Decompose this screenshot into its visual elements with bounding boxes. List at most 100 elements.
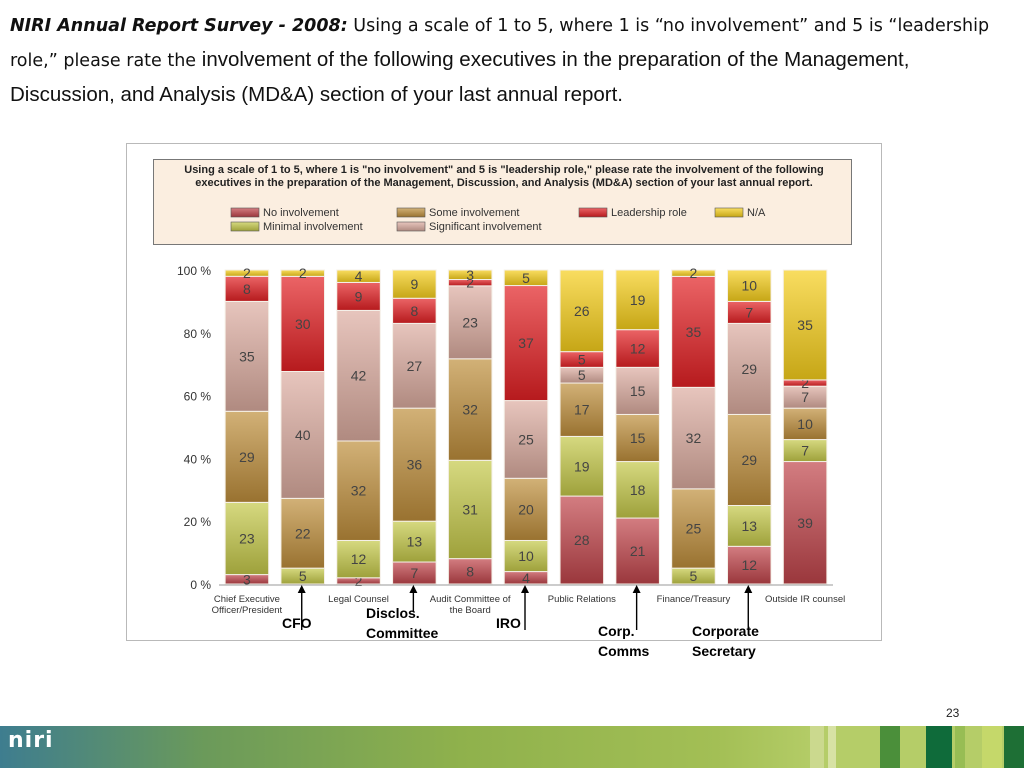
data-label: 12 [741, 557, 757, 573]
bar-segment [336, 440, 381, 541]
data-label: 29 [741, 452, 757, 468]
data-label: 32 [351, 483, 367, 499]
y-tick-label: 100 % [177, 264, 211, 278]
y-tick-label: 20 % [184, 515, 212, 529]
data-label: 10 [518, 548, 534, 564]
bar-segment [336, 269, 381, 283]
data-label: 3 [466, 267, 474, 283]
callout-label: Disclos. Committee [366, 605, 439, 641]
y-tick-label: 0 % [190, 578, 211, 592]
bar-segment [559, 269, 605, 353]
data-label: 5 [578, 351, 586, 367]
legend-label: Leadership role [611, 207, 687, 219]
data-label: 4 [355, 268, 363, 284]
bar-segment [615, 517, 660, 585]
bar-segment [280, 370, 325, 499]
data-label: 39 [797, 515, 813, 531]
data-label: 28 [574, 532, 590, 548]
bar-segment [447, 285, 493, 360]
title-intro: Using a scale of 1 to 5, where 1 is “no … [10, 16, 990, 71]
y-axis: 0 % 20 % 40 % 60 % 80 % 100 % [177, 264, 211, 592]
data-label: 4 [522, 570, 530, 586]
bar-segment [727, 545, 772, 585]
footer-band [0, 726, 1024, 768]
x-tick-label: Outside IR counsel [765, 594, 845, 605]
bar-segment [559, 495, 605, 585]
legend-swatch [396, 207, 426, 218]
data-label: 35 [686, 324, 702, 340]
data-label: 19 [574, 458, 590, 474]
data-label: 2 [801, 375, 809, 391]
data-label: 8 [410, 303, 418, 319]
x-tick-label: Audit Committee of [430, 594, 511, 605]
data-label: 17 [574, 402, 590, 418]
data-label: 31 [462, 501, 478, 517]
bar-segment [615, 269, 660, 331]
page-number: 23 [946, 706, 960, 720]
bar-segment [280, 269, 325, 277]
title-lead: NIRI Annual Report Survey - 2008: [10, 16, 348, 36]
y-tick-label: 40 % [184, 452, 212, 466]
data-label: 29 [239, 449, 255, 465]
bar-segment [615, 329, 660, 368]
x-tick-label-line2: Officer/President [212, 605, 283, 616]
y-tick-label: 60 % [184, 390, 212, 404]
data-label: 15 [630, 430, 646, 446]
data-label: 7 [745, 304, 753, 320]
callout-label: IRO [496, 615, 521, 631]
x-tick-label-line2: the Board [450, 605, 491, 616]
bar-segment [615, 366, 660, 415]
chart-frame: Using a scale of 1 to 5, where 1 is "no … [126, 143, 882, 641]
data-label: 13 [741, 518, 757, 534]
data-label: 35 [239, 348, 255, 364]
bar-segment [615, 461, 660, 519]
bar-segment [392, 407, 437, 522]
data-label: 26 [574, 303, 590, 319]
data-label: 12 [351, 551, 367, 567]
data-label: 37 [518, 335, 534, 351]
bar-segment [782, 407, 828, 441]
data-label: 23 [462, 314, 478, 330]
data-label: 13 [407, 534, 423, 550]
bar-segment [671, 275, 716, 388]
bar-segment [447, 358, 493, 461]
data-label: 20 [518, 501, 534, 517]
data-label: 2 [355, 573, 363, 589]
niri-logo: niri [8, 728, 54, 753]
x-tick-label: Chief Executive [214, 594, 280, 605]
legend-label: Significant involvement [429, 221, 542, 233]
data-label: 5 [578, 367, 586, 383]
data-label: 7 [801, 443, 809, 459]
data-label: 9 [355, 288, 363, 304]
data-label: 8 [243, 281, 251, 297]
bar-segment [392, 520, 437, 563]
data-label: 8 [466, 563, 474, 579]
data-label: 18 [630, 482, 646, 498]
bar-segment [392, 322, 437, 409]
data-label: 3 [243, 571, 251, 587]
bar-segment [336, 539, 381, 579]
title-rest: involvement of the following executives … [10, 48, 910, 106]
bar-segment [336, 309, 381, 442]
bar-segment [224, 275, 270, 302]
callout-label: CFO [282, 615, 312, 631]
legend-swatch [230, 207, 260, 218]
bar-segment [727, 269, 772, 302]
data-label: 32 [686, 430, 702, 446]
bar-segment [559, 382, 605, 437]
data-label: 23 [239, 530, 255, 546]
data-label: 7 [410, 565, 418, 581]
bar-segment [671, 269, 716, 277]
bars: 3232935825224030221232429471336278983132… [224, 265, 828, 589]
data-label: 30 [295, 316, 311, 332]
bar-segment [503, 400, 549, 479]
bar-segment [224, 269, 270, 277]
bar-segment [503, 477, 549, 541]
data-label: 25 [686, 520, 702, 536]
data-label: 29 [741, 361, 757, 377]
data-label: 35 [797, 317, 813, 333]
data-label: 7 [801, 389, 809, 405]
data-label: 25 [518, 431, 534, 447]
chart-legend: Using a scale of 1 to 5, where 1 is "no … [153, 159, 852, 245]
x-tick-label: Legal Counsel [328, 594, 389, 605]
